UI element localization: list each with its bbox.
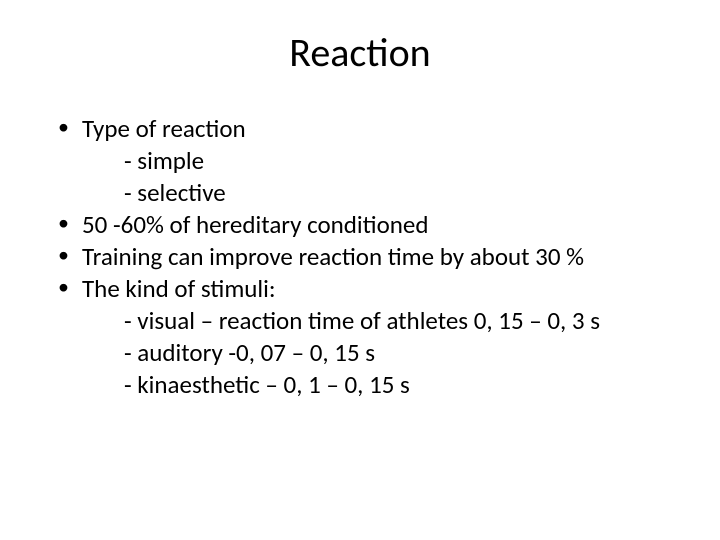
bullet-text: Training can improve reaction time by ab…	[82, 241, 584, 272]
sub-line: - auditory -0, 07 – 0, 15 s	[82, 337, 670, 369]
list-item: The kind of stimuli: - visual – reaction…	[50, 273, 670, 401]
bullet-text: Type of reaction	[82, 113, 246, 144]
list-item: Type of reaction - simple - selective	[50, 113, 670, 209]
sub-line: - selective	[82, 177, 670, 209]
slide: Reaction Type of reaction - simple - sel…	[0, 0, 720, 540]
sub-line: - simple	[82, 145, 670, 177]
bullet-text: The kind of stimuli:	[82, 273, 276, 304]
bullet-text: 50 -60% of hereditary conditioned	[82, 209, 428, 240]
slide-body: Type of reaction - simple - selective 50…	[50, 113, 670, 401]
list-item: Training can improve reaction time by ab…	[50, 241, 670, 273]
bullet-list: Type of reaction - simple - selective 50…	[50, 113, 670, 401]
list-item: 50 -60% of hereditary conditioned	[50, 209, 670, 241]
sub-line: - visual – reaction time of athletes 0, …	[82, 305, 670, 337]
slide-title: Reaction	[50, 28, 670, 77]
sub-line: - kinaesthetic – 0, 1 – 0, 15 s	[82, 369, 670, 401]
